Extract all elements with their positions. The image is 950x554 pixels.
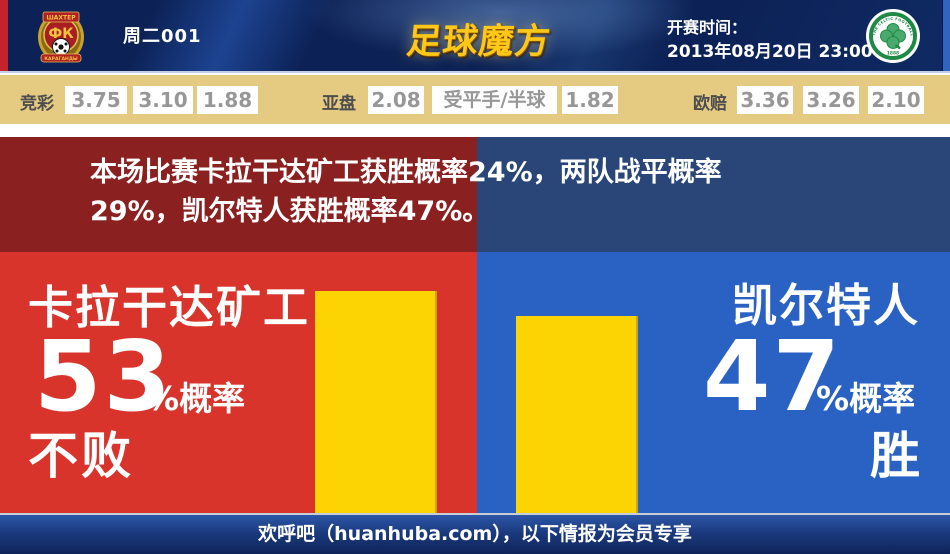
- away-percent-suffix: %概率: [816, 379, 916, 418]
- probability-panels: 卡拉干达矿工 53 %概率 不败 凯尔特人 47 %概率 胜: [0, 252, 950, 513]
- home-percent-suffix: %概率: [146, 379, 246, 418]
- jingcai-label: 竞彩: [20, 94, 54, 114]
- footer-text: 欢呼吧（huanhuba.com），以下情报为会员专享: [258, 523, 692, 545]
- header: ШАХТЕР ФК КАРАГАНДЫ 周二001 足球魔方 开赛时间： 201…: [0, 0, 950, 73]
- home-team-crest-icon: ШАХТЕР ФК КАРАГАНДЫ: [30, 7, 92, 65]
- summary-left-background: [0, 137, 477, 252]
- away-percent-value: 47: [703, 320, 842, 433]
- odds-bar: 竞彩 3.75 3.10 1.88 亚盘 2.08 受平手/半球 1.82 欧赔…: [0, 75, 950, 124]
- away-probability-bar: [516, 316, 638, 513]
- home-badge-abbr: ФК: [48, 26, 74, 42]
- footer-banner: 欢呼吧（huanhuba.com），以下情报为会员专享: [0, 515, 950, 554]
- yapan-label: 亚盘: [322, 94, 356, 114]
- oupei-away-odds: 2.10: [868, 86, 924, 114]
- away-outcome-label: 胜: [870, 427, 920, 485]
- oupei-home-odds: 3.36: [737, 86, 793, 114]
- home-team-name: 卡拉干达矿工: [28, 281, 311, 334]
- summary-line-2: 29%，凯尔特人获胜概率47%。: [90, 196, 490, 227]
- right-edge-accent: [942, 0, 950, 71]
- prediction-summary-text: 本场比赛卡拉干达矿工获胜概率24%，两队战平概率 29%，凯尔特人获胜概率47%…: [90, 153, 910, 231]
- prediction-summary-band: 本场比赛卡拉干达矿工获胜概率24%，两队战平概率 29%，凯尔特人获胜概率47%…: [0, 137, 950, 252]
- home-outcome-label: 不败: [28, 427, 134, 485]
- yapan-handicap: 受平手/半球: [432, 86, 557, 114]
- kickoff-time-label: 开赛时间：: [667, 18, 748, 37]
- away-badge-year: 1888: [887, 51, 899, 57]
- oupei-label: 欧赔: [693, 94, 727, 114]
- jingcai-away-odds: 1.88: [197, 86, 258, 114]
- jingcai-draw-odds: 3.10: [133, 86, 193, 114]
- footer-divider: [0, 513, 950, 515]
- home-probability-bar: [315, 291, 437, 513]
- summary-line-1: 本场比赛卡拉干达矿工获胜概率24%，两队战平概率: [90, 157, 722, 188]
- kickoff-time-value: 2013年08月20日 23:00: [667, 42, 873, 62]
- left-edge-accent: [0, 0, 8, 71]
- summary-right-background: [477, 137, 950, 252]
- home-percent-value: 53: [34, 320, 173, 433]
- home-badge-top-text: ШАХТЕР: [46, 15, 76, 22]
- yapan-home-odds: 2.08: [368, 86, 424, 114]
- jingcai-home-odds: 3.75: [65, 86, 127, 114]
- home-badge-bottom-text: КАРАГАНДЫ: [44, 56, 78, 62]
- away-team-crest-icon: THE CELTIC FOOTBALL CLUB 1888: [860, 4, 924, 65]
- site-logo: 足球魔方: [404, 22, 553, 62]
- match-number: 周二001: [123, 26, 202, 47]
- yapan-away-odds: 1.82: [562, 86, 618, 114]
- away-team-name: 凯尔特人: [731, 279, 920, 332]
- oupei-draw-odds: 3.26: [803, 86, 859, 114]
